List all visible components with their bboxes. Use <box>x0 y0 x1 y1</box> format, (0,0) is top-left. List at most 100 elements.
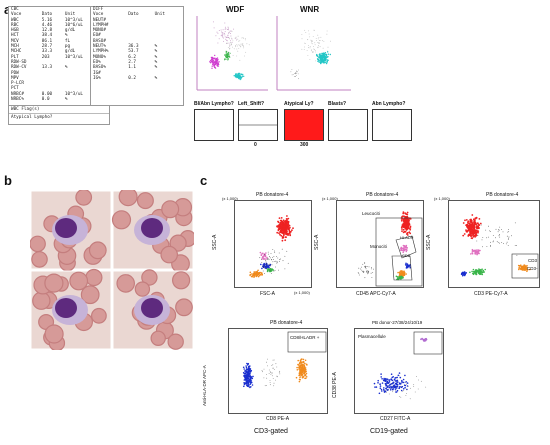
event-dot <box>464 219 466 222</box>
cbc-row: MPV <box>9 76 90 81</box>
event-dot <box>211 67 213 69</box>
event-dot <box>232 40 234 42</box>
event-dot <box>293 76 295 77</box>
event-dot <box>518 266 520 269</box>
red-blood-cell <box>44 273 64 293</box>
event-dot <box>394 377 396 379</box>
event-dot <box>249 374 251 377</box>
event-dot <box>235 74 237 76</box>
event-dot <box>399 273 402 275</box>
event-dot <box>469 221 472 223</box>
event-dot <box>210 56 213 59</box>
event-dot <box>303 372 306 374</box>
plot4-ylabel: Anti-HLA-DR APC-A <box>202 365 207 406</box>
event-dot <box>269 384 271 386</box>
event-dot <box>396 376 398 379</box>
event-dot <box>301 376 304 379</box>
event-dot <box>364 265 366 267</box>
event-dot <box>406 393 407 394</box>
event-dot <box>469 230 471 232</box>
event-dot <box>247 365 250 368</box>
red-blood-cell <box>172 271 191 290</box>
event-dot <box>296 72 298 74</box>
event-dot <box>232 55 234 56</box>
event-dot <box>283 229 286 232</box>
event-dot <box>243 385 245 388</box>
cbc-row-cell: % <box>64 97 68 103</box>
event-dot <box>471 224 474 227</box>
event-dot <box>212 59 215 62</box>
event-dot <box>252 375 254 378</box>
event-dot <box>495 237 496 239</box>
event-dot <box>523 269 525 271</box>
event-dot <box>310 50 312 52</box>
event-dot <box>482 237 484 238</box>
event-dot <box>224 58 226 60</box>
event-dot <box>259 273 262 276</box>
event-dot <box>314 44 316 46</box>
event-dot <box>322 53 324 55</box>
event-dot <box>316 53 318 56</box>
event-dot <box>358 267 360 269</box>
event-dot <box>250 376 252 379</box>
event-dot <box>276 256 277 257</box>
event-dot <box>386 389 388 391</box>
event-dot <box>228 31 230 33</box>
event-dot <box>312 43 314 45</box>
event-dot <box>318 61 320 63</box>
gate-cd3: CD3 <box>402 253 411 258</box>
event-dot <box>270 268 272 270</box>
event-dot <box>381 378 383 380</box>
event-dot <box>501 242 503 243</box>
gate-cd3-neg-label: CD3- <box>527 266 538 271</box>
event-dot <box>425 337 427 340</box>
event-dot <box>325 57 328 59</box>
event-dot <box>279 259 281 261</box>
event-dot <box>264 273 265 274</box>
event-dot <box>507 231 509 233</box>
event-dot <box>402 251 404 254</box>
event-dot <box>397 271 399 274</box>
event-dot <box>388 386 391 389</box>
red-blood-cell <box>31 251 48 268</box>
event-dot <box>223 32 225 34</box>
event-dot <box>287 217 290 220</box>
event-dot <box>267 266 269 268</box>
event-dot <box>508 237 509 239</box>
diff-row-cell: MONO% <box>93 54 106 60</box>
event-dot <box>244 55 245 57</box>
event-dot <box>270 372 272 373</box>
event-dot <box>229 30 231 32</box>
diff-row: MONO# <box>91 28 183 33</box>
event-dot <box>484 268 486 271</box>
event-dot <box>229 44 231 46</box>
cbc-header-row-cell: Voce <box>11 12 22 18</box>
event-dot <box>302 358 305 361</box>
event-dot <box>477 231 479 234</box>
event-dot <box>263 253 266 255</box>
event-dot <box>329 53 331 56</box>
plot1-title: PB donatore-4 <box>256 192 289 198</box>
event-dot <box>239 40 241 42</box>
event-dot <box>262 255 264 258</box>
event-dot <box>472 235 475 238</box>
event-dot <box>304 367 307 369</box>
event-dot <box>295 73 296 75</box>
event-dot <box>418 379 419 381</box>
event-dot <box>319 58 322 61</box>
event-dot <box>304 359 307 362</box>
event-dot <box>378 392 381 395</box>
event-dot <box>278 269 279 271</box>
event-dot <box>471 222 474 224</box>
event-dot <box>251 273 253 275</box>
event-dot <box>405 262 407 265</box>
event-dot <box>497 242 499 243</box>
event-dot <box>271 375 273 377</box>
cbc-row-cell: RBC <box>11 22 19 28</box>
event-dot <box>363 271 364 273</box>
event-dot <box>380 376 382 378</box>
event-dot <box>414 391 416 393</box>
event-dot <box>263 265 265 267</box>
event-dot <box>475 269 478 272</box>
event-dot <box>319 57 321 59</box>
